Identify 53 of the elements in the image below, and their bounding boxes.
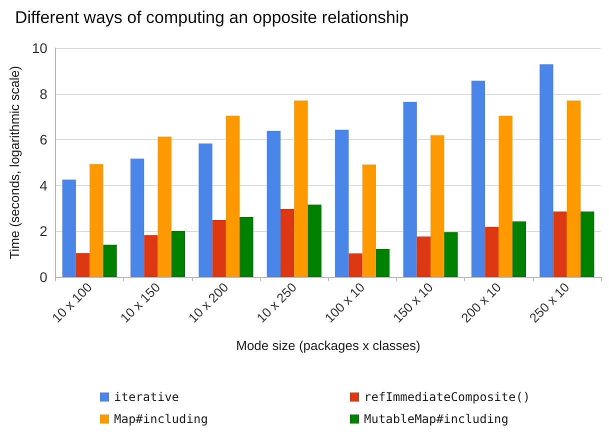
- legend-label: Map#including: [114, 412, 208, 426]
- legend-label: MutableMap#including: [364, 412, 508, 426]
- y-axis-title: Time (seconds, logarithmic scale): [7, 66, 22, 260]
- legend-label: refImmediateComposite(): [364, 390, 530, 404]
- bar: [580, 212, 594, 277]
- bar: [103, 244, 117, 277]
- bar: [498, 116, 512, 277]
- bar: [266, 130, 281, 277]
- x-tick-label: 200 x 10: [458, 280, 504, 326]
- bar: [471, 80, 486, 277]
- bar: [335, 130, 349, 277]
- y-tick-label: 4: [40, 177, 48, 194]
- y-tick-label: 2: [40, 223, 48, 240]
- bar: [90, 164, 104, 277]
- bar: [62, 180, 76, 277]
- bar: [540, 64, 554, 277]
- bar: [280, 208, 294, 277]
- x-tick-label: 10 x 150: [117, 280, 164, 326]
- bar: [416, 236, 431, 277]
- x-tick-label: 10 x 250: [254, 280, 300, 326]
- bar: [566, 100, 581, 277]
- bar: [130, 158, 144, 277]
- bar: [171, 230, 186, 277]
- x-axis-title: Mode size (packages x classes): [236, 338, 420, 353]
- bar: [76, 253, 90, 277]
- bar: [430, 135, 444, 277]
- y-tick-label: 10: [32, 40, 48, 56]
- bar: [485, 226, 499, 277]
- bar: [512, 221, 526, 277]
- bar: [240, 217, 254, 277]
- x-tick-label: 10 x 200: [185, 280, 232, 326]
- bar: [308, 204, 322, 277]
- chart-title: Different ways of computing an opposite relationship: [15, 8, 409, 27]
- x-tick-label: 150 x 10: [390, 280, 436, 326]
- bar: [158, 136, 172, 277]
- bar: [376, 249, 390, 277]
- x-tick-label: 250 x 10: [526, 280, 572, 326]
- y-tick-label: 8: [40, 86, 48, 102]
- bar: [198, 143, 212, 277]
- legend-label: iterative: [114, 390, 180, 404]
- bar: [212, 220, 226, 277]
- bar: [553, 212, 567, 277]
- bar: [362, 164, 376, 277]
- x-tick-label: 10 x 100: [49, 280, 95, 326]
- y-tick-label: 0: [40, 269, 48, 285]
- bar: [226, 116, 240, 277]
- bar: [348, 253, 362, 277]
- y-tick-label: 6: [40, 132, 48, 148]
- bar: [444, 232, 458, 277]
- bar: [144, 235, 158, 277]
- x-tick-label: 100 x 10: [322, 280, 368, 326]
- bar: [403, 102, 417, 277]
- bar: [294, 100, 308, 277]
